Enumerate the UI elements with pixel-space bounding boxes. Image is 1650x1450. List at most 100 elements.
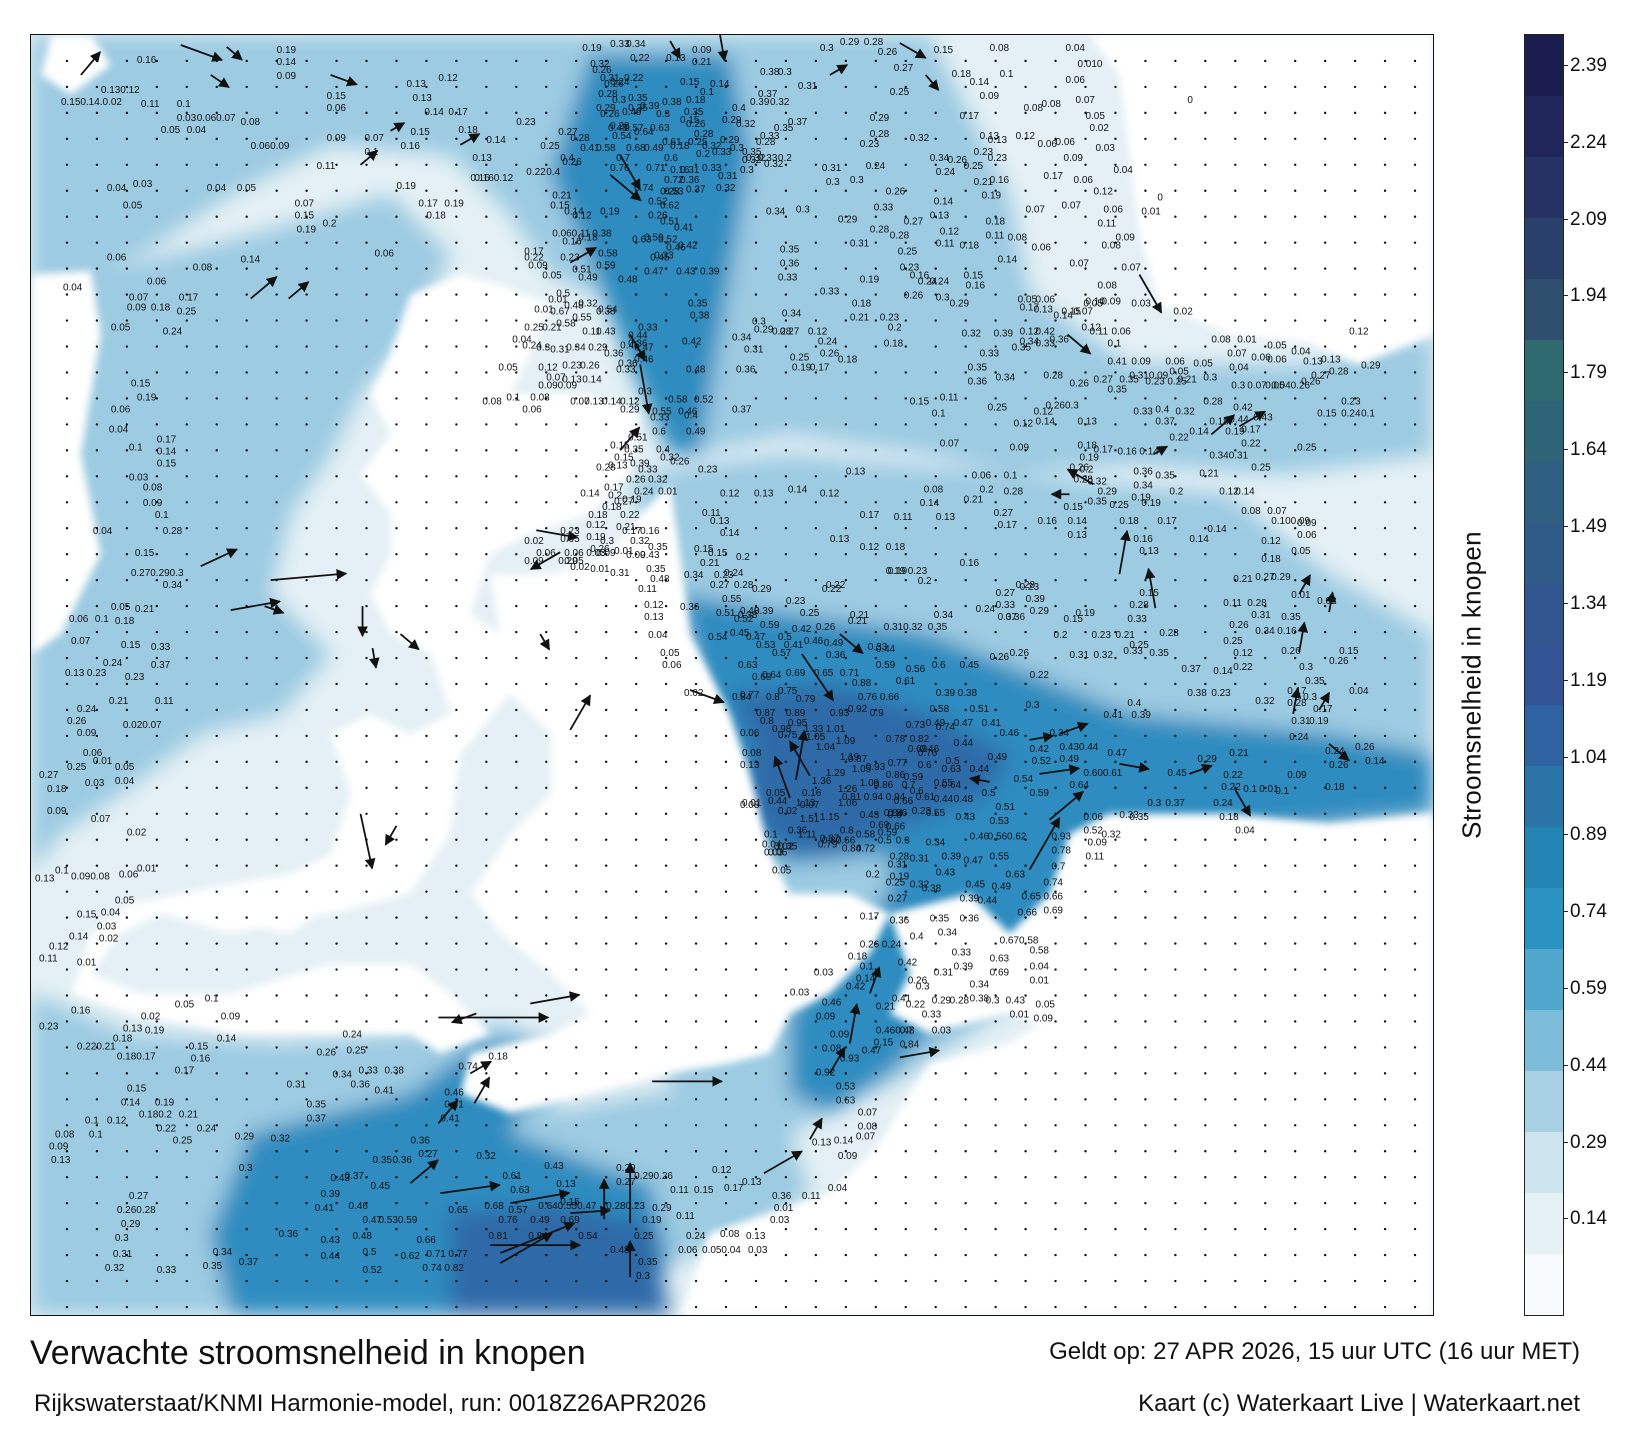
- speed-label: 0.14: [424, 107, 444, 118]
- grid-dot: [275, 293, 278, 296]
- speed-label: 0.12: [860, 542, 880, 553]
- current-speed-map[interactable]: 0.16 0.19 0.14 0.09 0.130.12 0.150.14.0.02 0.1…: [30, 34, 1434, 1316]
- speed-label: 0.16: [191, 1053, 211, 1064]
- grid-dot: [784, 1279, 788, 1283]
- grid-dot: [814, 578, 818, 582]
- grid-dot: [245, 838, 248, 841]
- grid-dot: [1383, 1305, 1387, 1309]
- grid-dot: [395, 371, 398, 374]
- grid-dot: [425, 864, 428, 867]
- speed-label: 0.47: [954, 718, 974, 729]
- grid-dot: [694, 1201, 698, 1205]
- grid-dot: [395, 630, 398, 634]
- grid-dot: [1264, 708, 1267, 712]
- grid-dot: [1323, 708, 1327, 712]
- grid-dot: [305, 1305, 308, 1309]
- grid-dot: [1174, 838, 1177, 841]
- grid-dot: [604, 786, 608, 790]
- grid-dot: [724, 475, 728, 478]
- speed-label: 0.7: [900, 1025, 914, 1036]
- grid-dot: [245, 656, 248, 660]
- speed-label: 0.23: [125, 672, 145, 683]
- grid-dot: [185, 604, 188, 608]
- grid-dot: [964, 604, 967, 608]
- grid-dot: [425, 475, 428, 478]
- grid-dot: [1084, 137, 1087, 141]
- speed-label: 0.11: [802, 1191, 821, 1202]
- grid-dot: [275, 812, 278, 815]
- grid-dot: [1264, 501, 1267, 504]
- speed-label: 0.17: [175, 1065, 195, 1076]
- speed-label: 0.3: [752, 317, 766, 328]
- grid-dot: [754, 968, 758, 971]
- speed-label: 0.18: [852, 299, 872, 310]
- grid-dot: [904, 708, 907, 712]
- grid-dot: [634, 319, 638, 322]
- grid-dot: [934, 1124, 937, 1127]
- speed-label: 0.23: [912, 806, 932, 817]
- speed-label: 0.05: [1291, 546, 1311, 557]
- grid-dot: [395, 111, 398, 115]
- grid-dot: [1114, 293, 1117, 296]
- grid-dot: [814, 371, 818, 374]
- speed-label: 0.58: [668, 394, 688, 405]
- speed-label: 0.560.62: [988, 832, 1027, 843]
- grid-dot: [1383, 734, 1387, 738]
- grid-dot: [814, 527, 818, 530]
- grid-dot: [904, 1227, 907, 1231]
- current-arrow: [848, 1003, 861, 1044]
- grid-dot: [634, 501, 638, 504]
- speed-label: 0.47: [634, 343, 654, 354]
- grid-dot: [545, 1020, 548, 1023]
- speed-label: 0.13: [936, 512, 956, 523]
- grid-dot: [724, 578, 728, 582]
- grid-dot: [724, 968, 728, 971]
- speed-label: 0.81: [488, 1231, 508, 1242]
- speed-label: 0.670.58: [1000, 936, 1039, 947]
- current-arrow: [384, 825, 398, 846]
- speed-label: 0.63: [836, 1095, 856, 1106]
- grid-dot: [215, 1279, 218, 1283]
- speed-label: 0.04: [1229, 362, 1249, 373]
- grid-dot: [275, 708, 278, 712]
- speed-label: 0.04: [63, 283, 83, 294]
- grid-dot: [844, 59, 848, 63]
- speed-label: 0.31: [718, 171, 738, 182]
- grid-dot: [994, 786, 997, 790]
- grid-dot: [1204, 1124, 1207, 1127]
- speed-label: 0.14: [241, 255, 261, 266]
- grid-dot: [1024, 137, 1027, 141]
- grid-dot: [1174, 345, 1177, 348]
- grid-dot: [485, 630, 488, 634]
- grid-dot: [95, 760, 99, 764]
- speed-label: 0.38: [592, 229, 612, 240]
- grid-dot: [664, 423, 668, 426]
- grid-dot: [275, 994, 278, 997]
- grid-dot: [1383, 267, 1387, 270]
- grid-dot: [125, 189, 129, 192]
- speed-label: 0.05: [1169, 366, 1189, 377]
- speed-label: 0.44: [628, 331, 648, 342]
- grid-dot: [275, 916, 278, 919]
- speed-label: 0.28: [694, 129, 714, 140]
- grid-dot: [95, 137, 99, 141]
- speed-label: 0.2: [1080, 464, 1094, 475]
- grid-dot: [575, 1176, 578, 1179]
- speed-label: 0.02: [1089, 123, 1109, 134]
- grid-dot: [784, 656, 788, 660]
- grid-dot: [1234, 345, 1237, 348]
- speed-label: 0.12: [572, 211, 592, 222]
- speed-label: 0.14: [1054, 311, 1074, 322]
- grid-dot: [515, 241, 518, 244]
- grid-dot: [634, 1305, 638, 1309]
- grid-dot: [1024, 1020, 1027, 1023]
- colorbar-band: [1525, 400, 1563, 462]
- grid-dot: [844, 475, 848, 478]
- grid-dot: [1114, 760, 1117, 764]
- speed-label: 0.3: [916, 982, 930, 993]
- grid-dot: [934, 1227, 937, 1231]
- grid-dot: [1054, 345, 1057, 348]
- grid-dot: [694, 345, 698, 348]
- grid-dot: [994, 1305, 997, 1309]
- speed-label: 0.27: [614, 496, 634, 507]
